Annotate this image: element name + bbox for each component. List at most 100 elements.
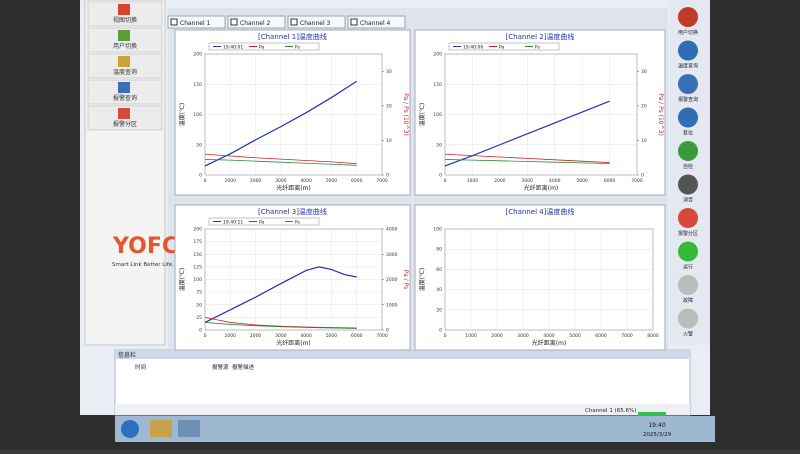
legend-label: 19:40:06 (463, 45, 483, 51)
x-tick-label: 2000 (494, 178, 506, 184)
y2-tick-label: 30 (641, 69, 647, 75)
y2-tick-label: 0 (386, 328, 389, 334)
y-tick-label: 0 (199, 173, 202, 179)
right-label: 复位 (683, 130, 693, 137)
tab-checkbox[interactable] (230, 18, 238, 26)
legend-label: 19:40:11 (223, 220, 243, 226)
y2-tick-label: 20 (386, 103, 392, 109)
x-axis-label: 光纤距离(m) (532, 339, 567, 347)
right-button[interactable] (678, 107, 698, 128)
status-text: Channel 1 (65.6%) (585, 408, 636, 414)
y2-tick-label: 20 (641, 103, 647, 109)
y-tick-label: 50 (196, 142, 202, 148)
y-tick-label: 100 (433, 227, 442, 233)
y2-tick-label: 0 (641, 173, 644, 179)
right-label: 火警 (683, 331, 693, 338)
x-tick-label: 3000 (275, 178, 287, 184)
right-button[interactable] (678, 74, 698, 94)
x-tick-label: 0 (204, 333, 207, 339)
info-column: 时间 (135, 363, 146, 371)
y2-tick-label: 2000 (386, 277, 398, 283)
tab-label: Channel 1 (180, 20, 211, 27)
sidebar-label: 温度查询 (113, 68, 137, 76)
tab-checkbox[interactable] (350, 18, 358, 26)
legend (208, 42, 320, 51)
y-axis-label: 温度(℃) (178, 103, 186, 126)
x-tick-label: 1000 (467, 178, 479, 184)
x-tick-label: 2000 (250, 333, 262, 339)
right-label: 消音 (683, 197, 693, 204)
x-tick-label: 6000 (595, 333, 607, 339)
x-tick-label: 4000 (300, 178, 312, 184)
right-label: 报警分区 (678, 230, 698, 237)
x-tick-label: 8000 (647, 333, 659, 339)
taskbar-icon[interactable] (178, 420, 200, 437)
right-button[interactable] (678, 208, 698, 228)
sidebar-label: 用户切换 (113, 42, 137, 50)
x-tick-label: 1000 (465, 333, 477, 339)
sidebar-icon (118, 82, 130, 93)
y2-tick-label: 4000 (386, 227, 398, 233)
clock-date: 2025/3/29 (643, 432, 672, 438)
y2-axis-label: Pa / Ps (402, 270, 409, 290)
x-tick-label: 7000 (621, 333, 633, 339)
tab[interactable] (167, 15, 226, 29)
series-line (204, 153, 357, 164)
x-tick-label: 5000 (326, 333, 338, 339)
right-button[interactable] (678, 7, 698, 27)
y2-tick-label: 3000 (386, 252, 398, 258)
y-tick-label: 25 (196, 315, 202, 321)
y-tick-label: 100 (193, 277, 202, 283)
y-tick-label: 150 (193, 252, 202, 258)
x-axis-label: 光纤距离(m) (276, 184, 311, 192)
tab-checkbox[interactable] (290, 18, 298, 26)
tab[interactable] (347, 15, 406, 29)
chart-title: [Channel 4]温度曲线 (506, 207, 575, 216)
y-tick-label: 125 (193, 264, 202, 270)
legend-label: Pa (499, 45, 505, 51)
series-line (444, 153, 610, 163)
chart-title: [Channel 2]温度曲线 (506, 32, 575, 41)
right-label: 用户切换 (678, 29, 698, 36)
y-tick-label: 50 (436, 142, 442, 148)
right-button[interactable] (678, 308, 698, 329)
x-tick-label: 6000 (351, 333, 363, 339)
right-label: 运行 (683, 264, 693, 271)
y-tick-label: 0 (439, 328, 442, 334)
legend-label: Ps (535, 45, 541, 51)
y-axis-label: 温度(℃) (418, 268, 426, 291)
tab[interactable] (227, 15, 286, 29)
y-tick-label: 75 (196, 290, 202, 296)
right-button[interactable] (678, 141, 698, 161)
y-tick-label: 80 (436, 247, 442, 253)
start-button[interactable] (121, 420, 139, 438)
right-button[interactable] (678, 241, 698, 262)
y-axis-label: 温度(℃) (178, 268, 186, 291)
y-tick-label: 40 (436, 287, 442, 293)
y2-tick-label: 0 (386, 173, 389, 179)
sidebar-button[interactable] (87, 1, 163, 27)
tab-checkbox[interactable] (170, 18, 178, 26)
taskbar-icon[interactable] (150, 420, 172, 437)
tab-label: Channel 3 (300, 20, 331, 27)
sidebar-icon (118, 30, 130, 41)
x-tick-label: 5000 (576, 178, 588, 184)
x-tick-label: 2000 (250, 178, 262, 184)
right-button[interactable] (678, 40, 698, 61)
x-tick-label: 0 (204, 178, 207, 184)
chart-title: [Channel 3]温度曲线 (258, 207, 327, 216)
right-button[interactable] (678, 275, 698, 295)
tab[interactable] (287, 15, 346, 29)
y2-axis-label: Pa / Ps (10^3) (657, 93, 664, 136)
right-label: 自检 (683, 163, 693, 170)
y2-tick-label: 10 (641, 138, 647, 144)
y2-tick-label: 10 (386, 138, 392, 144)
sidebar-icon (118, 108, 130, 119)
series-line (204, 322, 357, 329)
tab-label: Channel 2 (240, 20, 271, 27)
right-button[interactable] (678, 174, 698, 195)
legend-label: Ps (295, 220, 301, 226)
x-tick-label: 4000 (543, 333, 555, 339)
y2-tick-label: 1000 (386, 302, 398, 308)
